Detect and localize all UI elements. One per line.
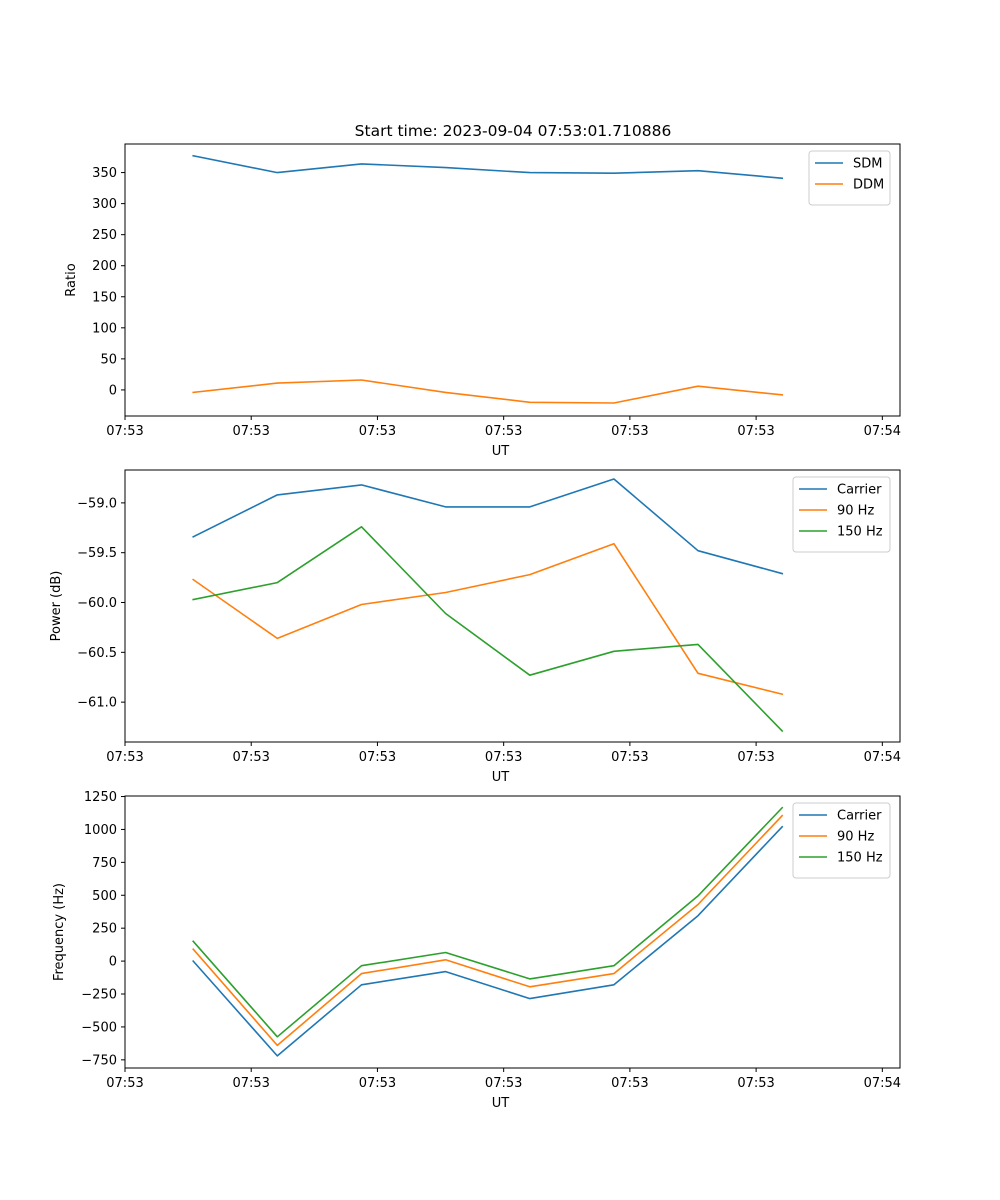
- y-tick-label: 350: [92, 166, 117, 181]
- y-tick-label: −60.5: [77, 646, 117, 661]
- x-tick-label: 07:53: [737, 424, 774, 439]
- y-axis-label: Power (dB): [49, 571, 64, 642]
- axes-frame: [124, 143, 901, 417]
- axes-frame: [124, 469, 901, 743]
- y-tick-label: 1250: [84, 790, 117, 805]
- y-tick-label: −750: [81, 1053, 117, 1068]
- y-tick-label: 250: [92, 922, 117, 937]
- y-tick-label: −61.0: [77, 696, 117, 711]
- legend-box: [792, 476, 891, 553]
- chart-panel-2: 07:53 07:53 07:53 07:53 07:53 07:53 07:54 −59.0…: [49, 469, 901, 785]
- legend-label: 90 Hz: [837, 830, 874, 845]
- series-line-carrier: [192, 478, 784, 575]
- x-tick-label: 07:54: [864, 750, 901, 765]
- axes-frame: [124, 795, 901, 1069]
- x-tick-label: 07:53: [611, 424, 648, 439]
- y-axis-label: Frequency (Hz): [52, 883, 67, 981]
- x-tick-label: 07:54: [864, 424, 901, 439]
- legend-label: Carrier: [837, 483, 882, 498]
- series-line-90-hz: [192, 814, 784, 1047]
- legend-label: 90 Hz: [837, 504, 874, 519]
- series-line-90-hz: [192, 542, 784, 696]
- x-tick-label: 07:53: [737, 1076, 774, 1091]
- y-tick-label: 0: [109, 955, 117, 970]
- y-tick-label: 150: [92, 290, 117, 305]
- x-tick-label: 07:53: [359, 424, 396, 439]
- legend-label: Carrier: [837, 809, 882, 824]
- y-tick-label: 250: [92, 228, 117, 243]
- y-tick-label: −59.5: [77, 546, 117, 561]
- legend-label: 150 Hz: [837, 851, 883, 866]
- legend-label: SDM: [853, 157, 882, 172]
- series-line-150-hz: [192, 806, 784, 1038]
- x-tick-label: 07:53: [359, 1076, 396, 1091]
- y-tick-label: 750: [92, 856, 117, 871]
- x-tick-label: 07:53: [232, 750, 269, 765]
- x-tick-label: 07:53: [106, 424, 143, 439]
- figure-title: Start time: 2023-09-04 07:53:01.710886: [355, 122, 672, 140]
- y-tick-label: 500: [92, 889, 117, 904]
- x-tick-label: 07:53: [106, 750, 143, 765]
- x-tick-label: 07:53: [106, 1076, 143, 1091]
- legend-label: 150 Hz: [837, 525, 883, 540]
- x-axis-label: UT: [492, 770, 510, 785]
- series-line-sdm: [192, 154, 784, 180]
- x-tick-label: 07:53: [611, 1076, 648, 1091]
- chart-panel-1: 07:53 07:53 07:53 07:53 07:53 07:53 07:54 0 50 10…: [64, 143, 901, 459]
- x-tick-label: 07:53: [359, 750, 396, 765]
- x-tick-label: 07:53: [611, 750, 648, 765]
- y-tick-label: 0: [109, 383, 117, 398]
- y-tick-label: −60.0: [77, 596, 117, 611]
- legend: SDM DDM: [808, 150, 891, 206]
- legend: Carrier 90 Hz 150 Hz: [792, 802, 891, 879]
- series-line-ddm: [192, 379, 784, 404]
- y-axis-label: Ratio: [64, 263, 79, 296]
- y-tick-label: 50: [100, 352, 117, 367]
- series-line-carrier: [192, 825, 784, 1057]
- y-tick-label: 300: [92, 197, 117, 212]
- legend-box: [808, 150, 891, 206]
- y-tick-label: −250: [81, 988, 117, 1003]
- x-tick-label: 07:53: [232, 1076, 269, 1091]
- chart-panel-3: 07:53 07:53 07:53 07:53 07:53 07:53 07:54 1250 1…: [52, 790, 901, 1111]
- x-tick-label: 07:53: [485, 424, 522, 439]
- y-tick-label: 100: [92, 321, 117, 336]
- x-tick-label: 07:53: [737, 750, 774, 765]
- y-tick-label: −59.0: [77, 496, 117, 511]
- x-axis-label: UT: [492, 1096, 510, 1111]
- legend-box: [792, 802, 891, 879]
- legend: Carrier 90 Hz 150 Hz: [792, 476, 891, 553]
- legend-label: DDM: [853, 178, 884, 193]
- x-tick-label: 07:53: [485, 750, 522, 765]
- y-tick-label: −500: [81, 1020, 117, 1035]
- series-line-150-hz: [192, 525, 784, 733]
- y-tick-label: 200: [92, 259, 117, 274]
- x-axis-label: UT: [492, 444, 510, 459]
- y-tick-label: 1000: [84, 823, 117, 838]
- x-tick-label: 07:53: [485, 1076, 522, 1091]
- x-tick-label: 07:53: [232, 424, 269, 439]
- x-tick-label: 07:54: [864, 1076, 901, 1091]
